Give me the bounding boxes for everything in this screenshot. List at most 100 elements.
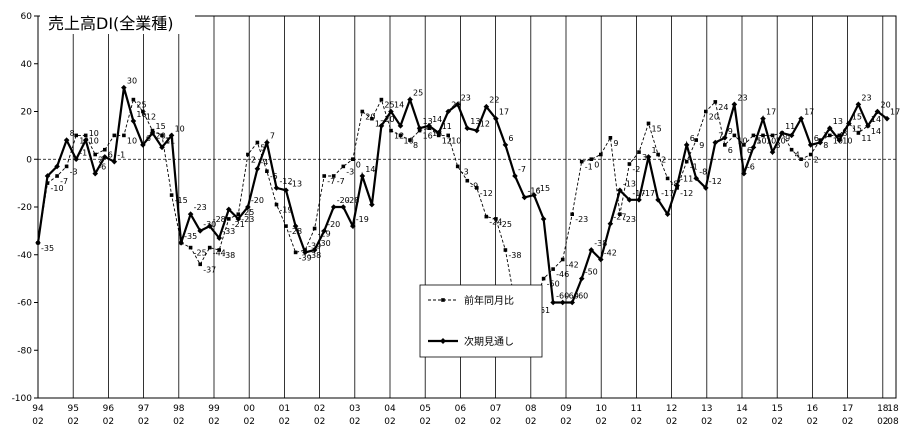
data-label: 6 bbox=[690, 134, 695, 143]
data-label: 7 bbox=[823, 132, 828, 141]
point-yoy bbox=[828, 133, 832, 138]
x-tick-month: 02 bbox=[736, 417, 747, 427]
point-yoy bbox=[646, 121, 651, 126]
point-yoy bbox=[246, 152, 250, 157]
point-outlook bbox=[321, 228, 327, 234]
data-label: 9 bbox=[613, 139, 618, 148]
data-label: -3 bbox=[461, 167, 469, 176]
data-label: -12 bbox=[709, 177, 722, 186]
data-label: 13 bbox=[833, 117, 843, 126]
point-outlook bbox=[760, 115, 766, 122]
data-label: -8 bbox=[671, 179, 679, 188]
data-label: -7 bbox=[60, 177, 68, 186]
data-label: -28 bbox=[213, 215, 226, 224]
data-label: -61 bbox=[537, 306, 550, 315]
y-tick-label: 60 bbox=[21, 12, 33, 22]
point-outlook bbox=[617, 187, 623, 194]
point-outlook bbox=[664, 211, 671, 217]
data-label: 11 bbox=[861, 134, 871, 143]
point-yoy bbox=[799, 157, 803, 161]
point-outlook bbox=[359, 173, 366, 179]
point-yoy bbox=[494, 217, 498, 221]
data-label: 16 bbox=[136, 110, 146, 119]
data-label: 3 bbox=[642, 153, 647, 162]
data-label: -33 bbox=[222, 227, 235, 236]
data-label: -12 bbox=[680, 189, 693, 198]
data-label: 0 bbox=[804, 160, 809, 169]
point-outlook bbox=[264, 139, 270, 146]
data-label: 13 bbox=[423, 117, 433, 126]
point-outlook bbox=[769, 149, 776, 155]
point-yoy bbox=[74, 133, 78, 138]
data-label: 6 bbox=[747, 146, 752, 155]
point-yoy bbox=[131, 97, 136, 102]
point-outlook bbox=[388, 108, 394, 115]
data-label: 8 bbox=[823, 141, 828, 150]
data-label: -42 bbox=[604, 249, 617, 258]
data-label: 7 bbox=[718, 132, 723, 141]
point-yoy bbox=[579, 159, 584, 164]
x-tick-year: 14 bbox=[736, 404, 748, 414]
x-tick-month: 02 bbox=[103, 417, 114, 427]
legend-marker-outlook bbox=[440, 338, 446, 344]
x-tick-month: 02 bbox=[842, 417, 853, 427]
point-yoy bbox=[331, 174, 336, 178]
point-yoy bbox=[284, 224, 288, 228]
point-yoy bbox=[255, 140, 260, 145]
data-label: 13 bbox=[470, 117, 480, 126]
point-yoy bbox=[475, 186, 479, 190]
point-yoy bbox=[274, 202, 279, 207]
x-axis: 94 02 95 02 96 02 97 02 98 02 99 02 00 02 01 02 02 02 03 02… bbox=[32, 404, 899, 427]
x-tick-year: 17 bbox=[842, 404, 853, 414]
x-tick-year: 96 bbox=[103, 404, 115, 414]
point-yoy bbox=[83, 133, 88, 138]
x-tick-month: 02 bbox=[32, 417, 43, 427]
x-tick-year: 02 bbox=[314, 404, 325, 414]
point-outlook bbox=[340, 204, 347, 210]
data-label: 10 bbox=[451, 136, 461, 145]
point-outlook bbox=[693, 175, 700, 182]
point-yoy bbox=[207, 245, 212, 250]
point-yoy bbox=[103, 147, 107, 152]
y-tick-label: -100 bbox=[12, 394, 33, 404]
data-label: -25 bbox=[241, 208, 254, 217]
data-label: -24 bbox=[489, 218, 502, 227]
data-label: -20 bbox=[327, 220, 340, 229]
point-outlook bbox=[349, 223, 356, 229]
point-yoy bbox=[665, 176, 670, 181]
data-label: -10 bbox=[51, 184, 64, 193]
point-yoy bbox=[188, 245, 193, 250]
data-label: -35 bbox=[184, 232, 197, 241]
data-label: 16 bbox=[423, 132, 433, 141]
data-label: -25 bbox=[499, 220, 512, 229]
point-outlook bbox=[464, 125, 471, 132]
point-outlook bbox=[369, 201, 375, 208]
point-outlook bbox=[636, 197, 642, 203]
point-outlook bbox=[168, 132, 175, 139]
point-outlook bbox=[302, 249, 308, 256]
point-outlook bbox=[197, 228, 203, 234]
data-label: 10 bbox=[89, 136, 99, 145]
point-outlook bbox=[245, 204, 251, 210]
point-outlook bbox=[826, 125, 833, 132]
data-label: 15 bbox=[652, 124, 662, 133]
data-label: 4 bbox=[795, 151, 800, 160]
data-label: 1 bbox=[79, 136, 84, 145]
x-tick-month: 02 bbox=[419, 417, 430, 427]
data-label: 17 bbox=[890, 108, 900, 117]
point-outlook bbox=[73, 156, 79, 163]
point-yoy bbox=[322, 174, 326, 178]
data-label: -8 bbox=[699, 167, 707, 176]
point-outlook bbox=[598, 256, 604, 263]
data-label: 20 bbox=[451, 101, 461, 110]
data-label: -50 bbox=[585, 268, 598, 277]
x-tick-year: 01 bbox=[279, 404, 290, 414]
data-label: 23 bbox=[861, 93, 871, 102]
point-yoy bbox=[312, 226, 317, 231]
point-yoy bbox=[656, 152, 660, 157]
point-outlook bbox=[855, 101, 862, 108]
data-label: -28 bbox=[289, 227, 302, 236]
legend-marker-yoy bbox=[441, 298, 445, 302]
point-outlook bbox=[645, 154, 652, 160]
point-outlook bbox=[846, 120, 852, 127]
